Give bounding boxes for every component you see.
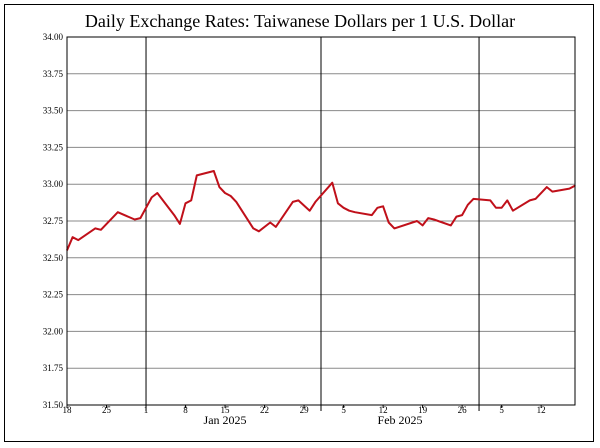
data-point xyxy=(72,236,74,238)
data-point xyxy=(506,199,508,201)
data-point xyxy=(151,196,153,199)
y-tick-label: 31.50 xyxy=(43,400,64,410)
data-point xyxy=(184,202,187,204)
x-tick-label: 12 xyxy=(537,405,546,415)
x-tick-label: 26 xyxy=(458,405,468,415)
data-point xyxy=(134,218,136,221)
data-point xyxy=(139,217,141,219)
data-point xyxy=(337,202,339,204)
data-point xyxy=(568,188,570,190)
data-point xyxy=(551,190,554,193)
data-point xyxy=(196,174,198,176)
month-boundary-lines xyxy=(145,37,480,411)
data-point xyxy=(546,186,548,188)
data-point xyxy=(173,214,175,216)
y-tick-label: 33.25 xyxy=(43,142,64,152)
data-point xyxy=(314,201,316,203)
y-tick-label: 31.75 xyxy=(43,363,64,373)
data-point xyxy=(529,199,531,201)
x-tick-label: 15 xyxy=(221,405,231,415)
data-point xyxy=(348,210,350,212)
data-point xyxy=(331,182,333,184)
data-point xyxy=(213,170,215,172)
data-point xyxy=(117,211,119,213)
x-tick-label: 12 xyxy=(379,405,388,415)
data-point xyxy=(534,198,537,200)
y-tick-label: 34.00 xyxy=(43,32,64,42)
x-tick-label: 1 xyxy=(144,405,149,415)
data-point xyxy=(100,229,102,231)
x-axis-ticks xyxy=(66,405,542,408)
x-tick-label: 8 xyxy=(183,405,188,415)
data-point xyxy=(230,195,232,197)
data-point xyxy=(224,192,226,194)
data-point xyxy=(495,207,497,209)
data-point xyxy=(179,223,181,225)
data-point xyxy=(393,227,395,229)
data-point xyxy=(461,214,463,216)
data-point xyxy=(455,215,458,218)
x-tick-label: 22 xyxy=(260,405,269,415)
y-tick-label: 32.75 xyxy=(43,216,64,226)
data-point xyxy=(501,207,503,209)
data-point xyxy=(371,214,373,216)
data-point xyxy=(218,186,220,188)
series-line xyxy=(66,170,576,251)
x-tick-label: 5 xyxy=(499,405,504,415)
y-tick-label: 33.00 xyxy=(43,179,64,189)
data-point xyxy=(258,230,260,232)
data-point xyxy=(416,220,418,222)
chart-title: Daily Exchange Rates: Taiwanese Dollars … xyxy=(84,11,516,31)
x-tick-label: 29 xyxy=(300,405,310,415)
data-point xyxy=(472,198,474,200)
data-point xyxy=(309,210,311,212)
data-point xyxy=(376,207,379,209)
x-tick-label: 18 xyxy=(63,405,73,415)
data-point xyxy=(156,192,158,194)
data-point xyxy=(292,201,294,203)
data-point xyxy=(342,207,345,209)
y-tick-label: 32.00 xyxy=(43,326,64,336)
data-point xyxy=(512,210,514,212)
data-point xyxy=(94,227,96,229)
month-labels: Jan 2025 Feb 2025 xyxy=(204,413,423,427)
plot-border xyxy=(66,36,576,406)
data-point xyxy=(433,218,435,221)
data-point xyxy=(269,221,271,224)
x-axis-tick-labels: 18 25 1 8 15 22 29 5 12 19 26 5 12 xyxy=(63,405,546,415)
y-tick-label: 33.50 xyxy=(43,106,64,116)
data-point xyxy=(190,199,192,201)
x-tick-label: 5 xyxy=(341,405,346,415)
data-point xyxy=(297,199,300,201)
data-point xyxy=(450,224,452,227)
y-tick-label: 32.25 xyxy=(43,290,64,300)
month-label: Feb 2025 xyxy=(378,413,423,427)
data-point xyxy=(427,217,429,219)
data-point xyxy=(235,201,237,203)
x-tick-label: 25 xyxy=(102,405,112,415)
data-point xyxy=(388,221,390,224)
data-point xyxy=(77,239,79,241)
month-label: Jan 2025 xyxy=(204,413,247,427)
data-point xyxy=(354,211,356,213)
data-point xyxy=(467,204,469,206)
y-axis-tick-labels: 34.00 33.75 33.50 33.25 33.00 32.75 32.50 32.25… xyxy=(43,32,64,410)
x-tick-label: 19 xyxy=(418,405,428,415)
data-point xyxy=(382,205,384,207)
data-point xyxy=(252,227,254,229)
y-tick-label: 33.75 xyxy=(43,69,64,79)
data-point xyxy=(489,199,491,201)
y-tick-label: 32.50 xyxy=(43,253,64,263)
data-point xyxy=(275,226,277,228)
data-point xyxy=(422,224,424,227)
